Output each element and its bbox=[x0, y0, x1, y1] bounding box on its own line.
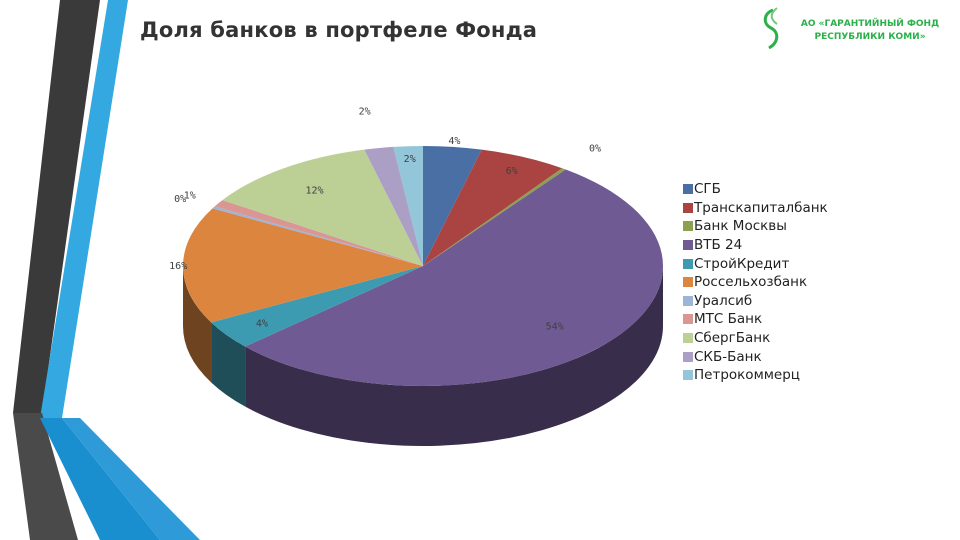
logo-text: АО «ГАРАНТИЙНЫЙ ФОНД РЕСПУБЛИКИ КОМИ» bbox=[785, 18, 955, 44]
data-label-8: 12% bbox=[305, 186, 323, 197]
legend-label: Россельхозбанк bbox=[694, 274, 808, 291]
legend-item: Транскапиталбанк bbox=[683, 199, 828, 218]
data-label-10: 2% bbox=[404, 154, 416, 165]
data-label-9: 2% bbox=[359, 106, 371, 117]
pie-side-3 bbox=[245, 266, 664, 447]
pie-slice-9 bbox=[364, 146, 423, 266]
legend-label: СКБ-Банк bbox=[694, 348, 762, 365]
decor-blue-stripe-bottom bbox=[40, 418, 160, 540]
legend-label: СтройКредит bbox=[694, 255, 790, 272]
data-label-4: 4% bbox=[256, 319, 268, 330]
legend-item: Петрокоммерц bbox=[683, 366, 828, 385]
pie-data-labels: 4%6%0%54%4%16%0%1% 12%2%2% bbox=[169, 106, 601, 332]
legend-label: Банк Москвы bbox=[694, 218, 787, 235]
legend-item: Россельхозбанк bbox=[683, 273, 828, 292]
legend-label: МТС Банк bbox=[694, 311, 763, 328]
legend-item: СтройКредит bbox=[683, 254, 828, 273]
data-label-5: 16% bbox=[169, 261, 187, 272]
chart-legend: СГБ Транскапиталбанк Банк Москвы ВТБ 24 Стро… bbox=[683, 180, 828, 385]
pie-slice-3 bbox=[245, 169, 663, 386]
legend-label: СбергБанк bbox=[694, 330, 771, 347]
data-label-0: 4% bbox=[448, 136, 460, 147]
legend-label: Уралсиб bbox=[694, 292, 753, 309]
pie-slice-8 bbox=[222, 149, 423, 266]
legend-item: ВТБ 24 bbox=[683, 236, 828, 255]
pie-side-4 bbox=[211, 322, 246, 407]
pie-sides bbox=[183, 266, 664, 447]
legend-swatch bbox=[683, 314, 693, 325]
pie-side-5 bbox=[183, 266, 212, 383]
legend-swatch bbox=[683, 295, 693, 306]
pie-slice-5 bbox=[183, 208, 423, 323]
data-label-6: 0% bbox=[174, 194, 186, 205]
legend-swatch bbox=[683, 370, 693, 381]
pie-slice-4 bbox=[211, 266, 423, 347]
legend-item: Уралсиб bbox=[683, 292, 828, 311]
decor-dark-stripe-bottom bbox=[13, 413, 78, 540]
legend-swatch bbox=[683, 277, 693, 288]
legend-item: СКБ-Банк bbox=[683, 347, 828, 366]
legend-label: СГБ bbox=[694, 181, 721, 198]
data-label-2: 0% bbox=[589, 144, 601, 155]
decor-blue-stripe bbox=[40, 0, 128, 418]
legend-swatch bbox=[683, 221, 693, 232]
legend-swatch bbox=[683, 351, 693, 362]
pie-top bbox=[183, 146, 663, 386]
pie-slice-6 bbox=[212, 206, 423, 266]
legend-label: Транскапиталбанк bbox=[694, 199, 828, 216]
legend-swatch bbox=[683, 240, 693, 251]
pie-slice-0 bbox=[423, 146, 482, 266]
stylized-s-leaf-icon bbox=[763, 7, 779, 50]
pie-slice-7 bbox=[214, 200, 423, 266]
data-label-7: 1% bbox=[184, 191, 196, 202]
legend-swatch bbox=[683, 258, 693, 269]
logo-line-1: АО «ГАРАНТИЙНЫЙ ФОНД bbox=[800, 19, 940, 29]
data-label-1: 6% bbox=[506, 166, 518, 177]
legend-swatch bbox=[683, 202, 693, 213]
legend-label: Петрокоммерц bbox=[694, 367, 800, 384]
legend-item: МТС Банк bbox=[683, 310, 828, 329]
decor-blue-accent bbox=[62, 418, 200, 540]
logo-line-2: РЕСПУБЛИКИ КОМИ» bbox=[814, 32, 926, 42]
decor-dark-stripe bbox=[13, 0, 100, 413]
page-title: Доля банков в портфеле Фонда bbox=[140, 18, 538, 42]
legend-item: СбергБанк bbox=[683, 329, 828, 348]
legend-item: Банк Москвы bbox=[683, 217, 828, 236]
legend-label: ВТБ 24 bbox=[694, 237, 743, 254]
pie-slice-1 bbox=[423, 149, 563, 266]
pie-slice-2 bbox=[423, 168, 566, 266]
legend-swatch bbox=[683, 333, 693, 344]
pie-slice-10 bbox=[393, 146, 423, 266]
data-label-3: 54% bbox=[546, 322, 564, 333]
legend-item: СГБ bbox=[683, 180, 828, 199]
legend-swatch bbox=[683, 184, 693, 195]
